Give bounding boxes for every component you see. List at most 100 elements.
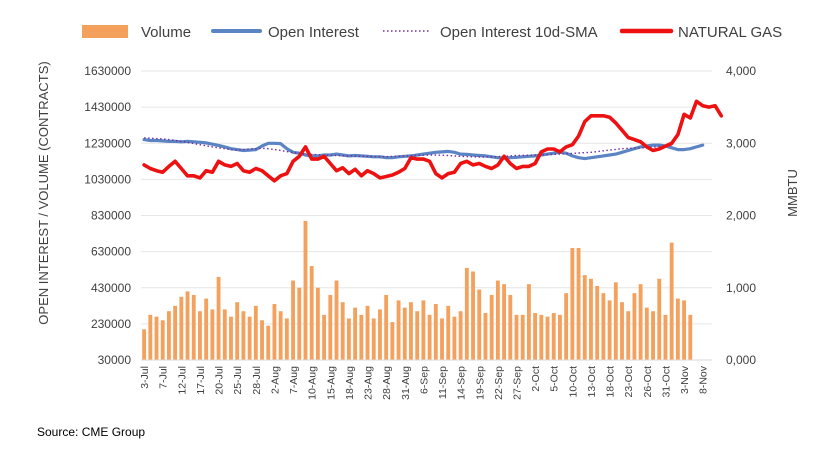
volume-bar [613, 282, 618, 360]
x-tick-label: 15-Aug [325, 366, 337, 400]
volume-bar [471, 271, 475, 360]
volume-bar [253, 305, 258, 360]
volume-bar [464, 267, 469, 360]
series-lines [142, 99, 724, 183]
y-left-tick-label: 230000 [91, 317, 131, 331]
volume-bar [651, 311, 655, 360]
x-tick-label: 3-Nov [679, 365, 691, 394]
volume-bar [638, 284, 643, 360]
y-right-tick-label: 1,000 [726, 281, 756, 295]
volume-bar [346, 318, 351, 360]
volume-bar [495, 280, 500, 360]
open-interest-line [142, 138, 705, 161]
volume-bar [266, 325, 271, 360]
volume-bar [303, 220, 308, 360]
volume-bar [402, 307, 407, 360]
legend-swatch-volume [82, 25, 128, 38]
volume-bar [446, 305, 451, 360]
x-tick-label: 28-Jul [251, 366, 263, 395]
volume-bars [142, 220, 693, 360]
y-axis-right-ticks: 4,000 3,000 2,000 1,000 0,000 [726, 64, 756, 367]
y-right-tick-label: 0,000 [726, 353, 756, 367]
volume-bar [626, 311, 631, 360]
x-tick-label: 7-Jul [158, 366, 170, 389]
y-left-tick-label: 630000 [91, 245, 131, 259]
volume-bar [632, 293, 637, 360]
volume-bar [539, 314, 544, 360]
x-tick-label: 25-Jul [232, 366, 244, 395]
volume-bar [315, 287, 320, 360]
volume-bar [427, 314, 432, 360]
y-left-tick-label: 430000 [91, 281, 131, 295]
legend-label-open-interest: Open Interest [268, 24, 360, 41]
y-right-tick-label: 2,000 [726, 209, 756, 223]
volume-bar [222, 309, 227, 360]
volume-bar [241, 311, 246, 360]
volume-bar [167, 311, 171, 360]
x-tick-label: 28-Aug [381, 366, 393, 400]
volume-bar [328, 294, 333, 360]
volume-bar [601, 293, 606, 360]
volume-bar [675, 298, 680, 360]
volume-bar [353, 307, 358, 360]
volume-bar [148, 314, 153, 360]
volume-bar [291, 280, 295, 360]
x-tick-label: 18-Aug [344, 366, 356, 400]
natural-gas-line [142, 99, 724, 183]
volume-bar [142, 329, 147, 360]
volume-bar [154, 316, 159, 360]
volume-bar [458, 311, 463, 360]
volume-bar [564, 293, 569, 360]
volume-bar [526, 284, 531, 360]
volume-bar [483, 313, 488, 360]
volume-bar [576, 248, 581, 360]
volume-bar [477, 289, 482, 360]
y-right-tick-label: 3,000 [726, 136, 756, 150]
x-tick-label: 17-Jul [195, 366, 207, 395]
volume-bar [657, 278, 662, 360]
x-tick-label: 5-Oct [549, 366, 561, 392]
volume-bar [589, 278, 593, 360]
x-tick-label: 10-Oct [567, 366, 579, 398]
volume-bar [421, 300, 426, 360]
volume-bar [185, 291, 190, 360]
volume-bar [409, 302, 413, 360]
x-tick-label: 26-Oct [642, 366, 654, 398]
volume-bar [558, 314, 562, 360]
y-left-tick-label: 830000 [91, 209, 131, 223]
y-left-tick-label: 1030000 [84, 172, 131, 186]
volume-bar [669, 242, 674, 360]
volume-bar [179, 296, 184, 360]
x-tick-label: 19-Sep [474, 366, 486, 400]
volume-bar [489, 294, 494, 360]
volume-bar [235, 302, 240, 360]
x-tick-label: 11-Sep [437, 366, 449, 399]
x-tick-label: 6-Sep [418, 366, 430, 394]
x-tick-label: 23-Aug [363, 366, 375, 400]
x-tick-label: 3-Jul [139, 366, 151, 389]
y-axis-left-ticks: 1630000 1430000 1230000 1030000 830000 630000… [84, 64, 131, 367]
volume-bar [173, 305, 178, 360]
volume-bar [371, 318, 376, 360]
legend-label-natural-gas: NATURAL GAS [678, 24, 782, 41]
legend: Volume Open Interest Open Interest 10d-S… [82, 24, 782, 41]
volume-bar [607, 300, 612, 360]
volume-bar [595, 285, 600, 360]
volume-bar [160, 320, 165, 360]
volume-bar [452, 316, 457, 360]
volume-bar [433, 304, 438, 360]
volume-bar [688, 314, 693, 360]
x-tick-label: 23-Oct [623, 366, 635, 398]
x-tick-label: 31-Aug [400, 366, 412, 400]
x-tick-label: 18-Oct [605, 366, 617, 398]
volume-bar [198, 311, 202, 360]
volume-bar [682, 300, 686, 360]
volume-bar [191, 294, 196, 360]
volume-bar [260, 320, 264, 360]
volume-bar [663, 314, 668, 360]
volume-bar [644, 307, 649, 360]
volume-bar [334, 280, 339, 360]
volume-bar [272, 304, 277, 360]
open-interest-sma-line [144, 137, 672, 158]
volume-bar [284, 318, 289, 360]
